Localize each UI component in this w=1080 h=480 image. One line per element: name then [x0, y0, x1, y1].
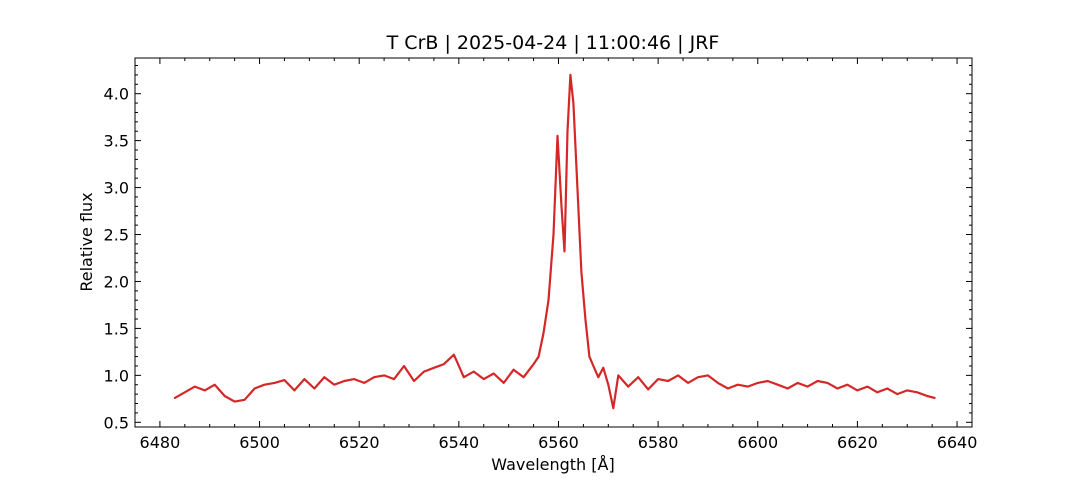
axes-frame [134, 57, 973, 428]
y-tick-label: 2.5 [104, 226, 129, 245]
y-tick-label: 1.0 [104, 366, 129, 385]
y-tick-label: 4.0 [104, 85, 129, 104]
x-axis-label: Wavelength [Å] [491, 455, 614, 474]
x-tick-label: 6620 [837, 433, 878, 452]
y-axis-ticks: 0.5 1.0 1.5 2.0 2.5 3.0 3.5 4.0 [104, 85, 972, 432]
chart-title: T CrB | 2025-04-24 | 11:00:46 | JRF [386, 32, 720, 54]
x-tick-label: 6520 [339, 433, 380, 452]
x-axis-ticks: 6480 6500 6520 6540 6560 6580 6600 6620 6640 [140, 58, 978, 452]
y-tick-label: 3.0 [104, 179, 129, 198]
x-tick-label: 6640 [937, 433, 978, 452]
x-tick-label: 6600 [737, 433, 778, 452]
spectrum-line-0 [173, 73, 936, 410]
plot-area: 6480 6500 6520 6540 6560 6580 6600 6620 6640 0.5… [104, 57, 978, 452]
x-tick-label: 6580 [638, 433, 679, 452]
x-tick-label: 6500 [239, 433, 280, 452]
y-tick-label: 3.5 [104, 132, 129, 151]
x-tick-label: 6480 [140, 433, 181, 452]
y-tick-label: 0.5 [104, 413, 129, 432]
x-tick-label: 6540 [438, 433, 479, 452]
x-tick-label: 6560 [538, 433, 579, 452]
y-axis-label: Relative flux [77, 192, 96, 291]
series-layer [173, 73, 936, 410]
y-tick-label: 1.5 [104, 319, 129, 338]
y-tick-label: 2.0 [104, 272, 129, 291]
